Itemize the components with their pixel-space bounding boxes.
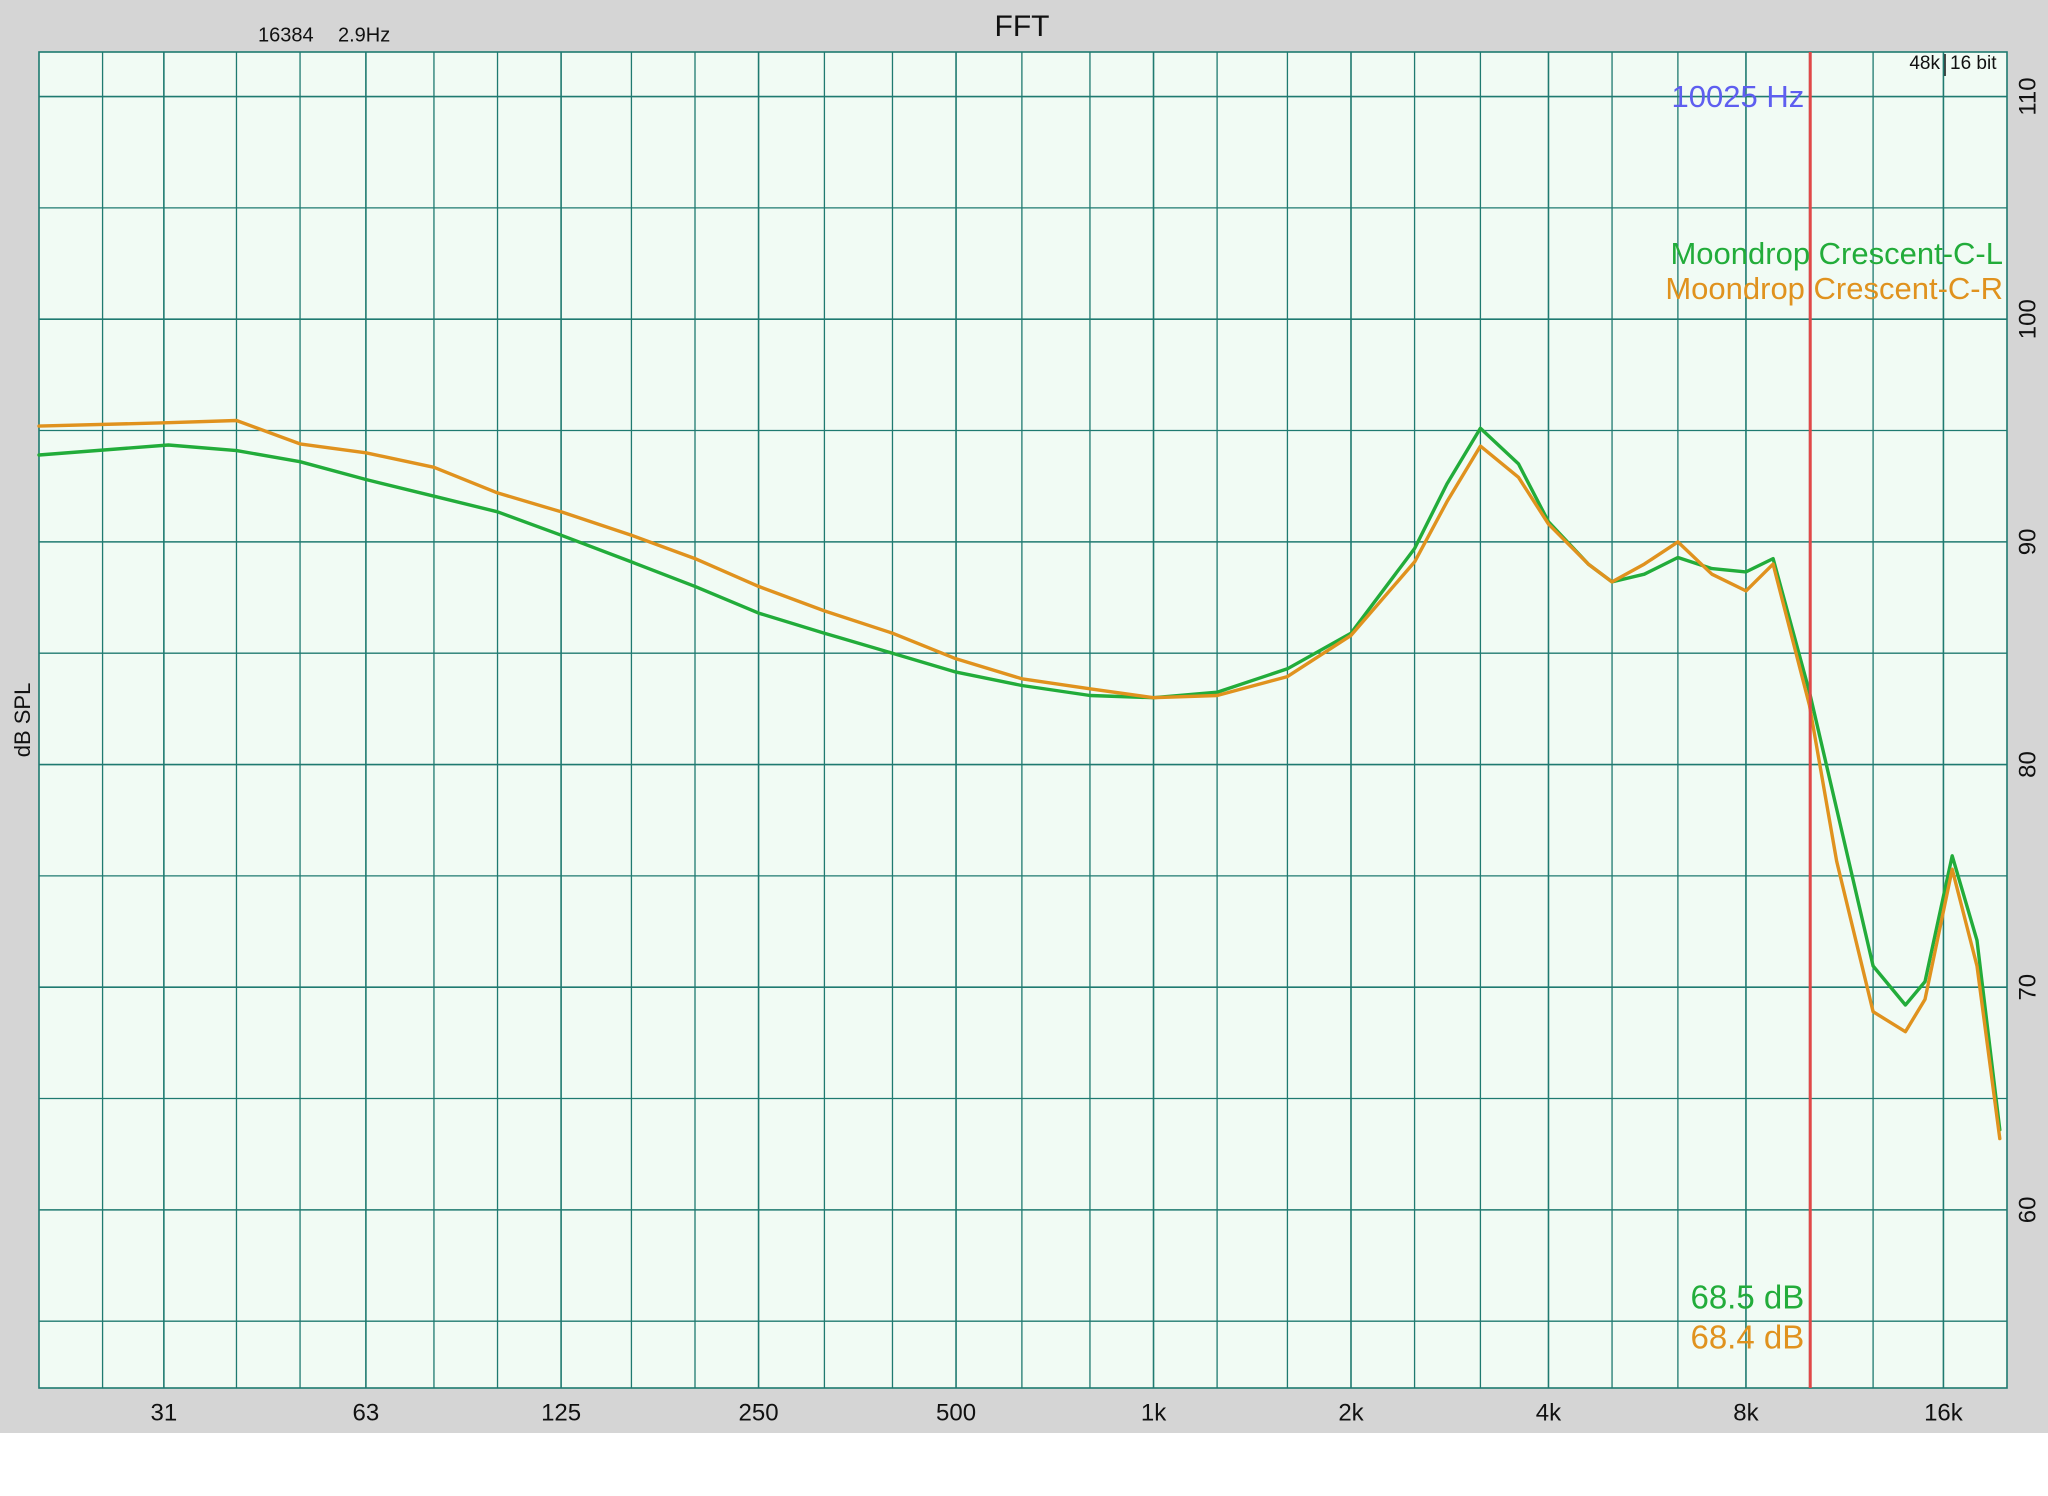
x-tick-label: 2k: [1338, 1399, 1364, 1426]
legend-entry: Moondrop Crescent-C-R: [1665, 271, 2003, 306]
cursor-reading: 68.5 dB: [1690, 1279, 1804, 1316]
x-tick-label: 1k: [1141, 1399, 1167, 1426]
chart-title: FFT: [995, 10, 1050, 43]
x-tick-label: 16k: [1924, 1399, 1964, 1426]
bit-depth: 16 bit: [1950, 53, 1997, 74]
x-tick-label: 63: [353, 1399, 380, 1426]
sample-rate: 48k: [1909, 53, 1940, 74]
x-tick-label: 250: [739, 1399, 779, 1426]
series-line: [37, 426, 2002, 1132]
plot-area: [39, 52, 2007, 1388]
fft-resolution: 2.9Hz: [338, 24, 390, 46]
series-line: [37, 418, 2002, 1141]
x-tick-label: 4k: [1536, 1399, 1562, 1426]
x-tick-label: 125: [541, 1399, 581, 1426]
legend-entry: Moondrop Crescent-C-L: [1670, 236, 2003, 271]
x-tick-label: 31: [151, 1399, 178, 1426]
y-tick-label: 100: [2014, 299, 2041, 339]
y-tick-label: 80: [2014, 751, 2041, 778]
y-tick-label: 90: [2014, 529, 2041, 556]
fft-size: 16384: [258, 24, 314, 46]
y-axis-label: dB SPL: [10, 683, 35, 758]
y-tick-label: 110: [2014, 77, 2041, 115]
cursor-frequency: 10025 Hz: [1672, 79, 1805, 114]
x-tick-label: 500: [936, 1399, 976, 1426]
plot-border: [38, 51, 2008, 1389]
x-tick-label: 8k: [1733, 1399, 1759, 1426]
y-tick-label: 70: [2014, 974, 2041, 1001]
y-tick-label: 60: [2014, 1197, 2041, 1224]
cursor-reading: 68.4 dB: [1690, 1319, 1804, 1356]
